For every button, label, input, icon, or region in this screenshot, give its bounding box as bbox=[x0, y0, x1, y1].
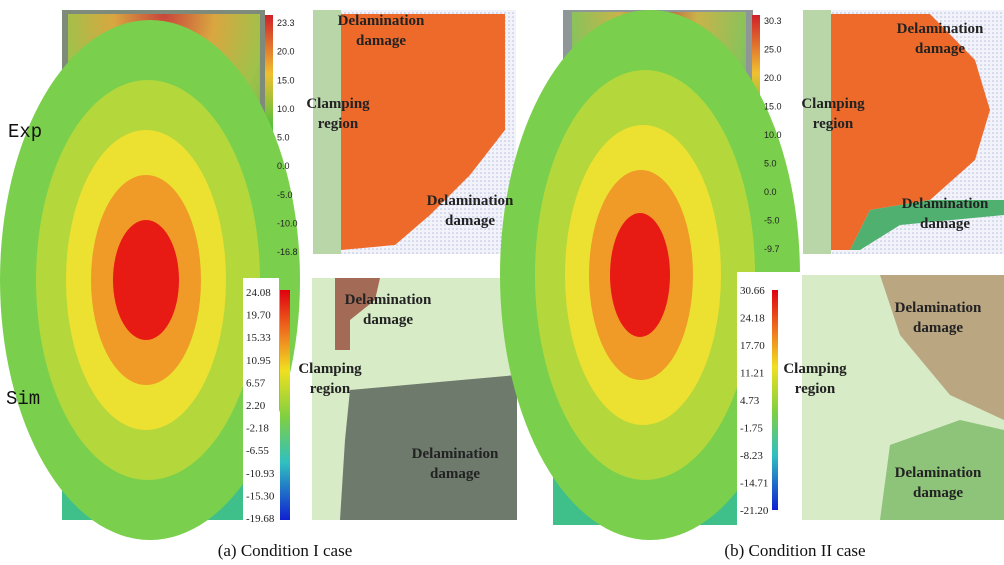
colorbar-tick: 15.0 bbox=[764, 102, 782, 112]
damage-area bbox=[880, 275, 1004, 420]
colorbar-tick: 10.95 bbox=[246, 355, 271, 367]
colorbar-tick: 20.0 bbox=[764, 73, 782, 83]
colorbar-tick: 19.70 bbox=[246, 310, 271, 322]
colorbar-tick: -1.75 bbox=[740, 423, 763, 435]
mask bbox=[737, 272, 801, 530]
annotation: Clamping bbox=[298, 361, 362, 377]
annotation: damage bbox=[363, 312, 413, 328]
annotation: Delamination bbox=[897, 21, 984, 37]
colorbar-tick: 5.0 bbox=[764, 159, 777, 169]
damage-area bbox=[335, 278, 380, 350]
damage-edge bbox=[850, 200, 1004, 250]
colorbar-tick: 25.0 bbox=[764, 45, 782, 55]
colorbar-tick: -6.55 bbox=[246, 445, 269, 457]
row-label: Exp bbox=[8, 121, 42, 143]
colorbar-tick: 6.57 bbox=[246, 377, 266, 389]
colorbar-tick: 2.20 bbox=[246, 400, 266, 412]
annotation: Clamping bbox=[306, 96, 370, 112]
annotation: Clamping bbox=[801, 96, 865, 112]
colorbar-tick: -15.30 bbox=[246, 490, 275, 502]
annotation: Delamination bbox=[427, 193, 514, 209]
annotation: Delamination bbox=[345, 292, 432, 308]
colorbar-tick: -14.71 bbox=[740, 478, 768, 490]
colorbar-tick: 0.0 bbox=[764, 187, 777, 197]
colorbar-tick: 10.0 bbox=[277, 104, 295, 114]
annotation: damage bbox=[920, 216, 970, 232]
annotation: damage bbox=[430, 466, 480, 482]
caption: (a) Condition I case bbox=[218, 541, 353, 560]
damage-area bbox=[341, 14, 505, 250]
colorbar-tick: 24.08 bbox=[246, 287, 271, 299]
colorbar-tick: -16.8 bbox=[277, 247, 298, 257]
colorbar-tick: -10.93 bbox=[246, 468, 275, 480]
colorbar-tick: -10.0 bbox=[277, 218, 298, 228]
annotation: region bbox=[795, 381, 836, 397]
mask bbox=[243, 278, 279, 528]
colorbar-tick: 10.0 bbox=[764, 130, 782, 140]
damage-area bbox=[831, 14, 990, 250]
caption: (b) Condition II case bbox=[724, 541, 865, 560]
colorbar-tick: -2.18 bbox=[246, 423, 269, 435]
colorbar-tick: 11.21 bbox=[740, 368, 764, 380]
row-label: Sim bbox=[6, 388, 40, 410]
clamping-strip bbox=[803, 10, 831, 254]
annotation: region bbox=[310, 381, 351, 397]
colorbar-tick: 4.73 bbox=[740, 395, 760, 407]
annotation: damage bbox=[915, 41, 965, 57]
annotation: damage bbox=[913, 320, 963, 336]
labels: Exp Sim (a) Condition I case 23.3 20.0 15.0 10… bbox=[6, 13, 989, 560]
annotation: Delamination bbox=[895, 300, 982, 316]
clamping-strip bbox=[313, 10, 341, 254]
annotation: region bbox=[318, 116, 359, 132]
colorbar-tick: 30.3 bbox=[764, 16, 782, 26]
colorbar-tick: 20.0 bbox=[277, 47, 295, 57]
annotation: region bbox=[813, 116, 854, 132]
contour bbox=[113, 220, 179, 340]
colorbar-tick: -21.20 bbox=[740, 505, 769, 517]
colorbar-tick: -5.0 bbox=[277, 190, 293, 200]
colorbar-tick: -9.7 bbox=[764, 244, 780, 254]
annotation: Clamping bbox=[783, 361, 847, 377]
colorbar-tick: 0.0 bbox=[277, 161, 290, 171]
annotation: damage bbox=[913, 485, 963, 501]
annotation: damage bbox=[445, 213, 495, 229]
contour bbox=[610, 213, 670, 337]
colorbar-tick: 5.0 bbox=[277, 133, 290, 143]
colorbar-tick: 15.0 bbox=[277, 75, 295, 85]
colorbar-tick: -8.23 bbox=[740, 450, 763, 462]
colorbar-tick: 30.66 bbox=[740, 285, 765, 297]
annotation: Delamination bbox=[902, 196, 989, 212]
colorbar-tick: 23.3 bbox=[277, 18, 295, 28]
colorbar-tick: 15.33 bbox=[246, 332, 271, 344]
damage-area bbox=[880, 420, 1004, 520]
colorbar-tick: -19.68 bbox=[246, 513, 275, 525]
colorbar-tick: 24.18 bbox=[740, 313, 765, 325]
colorbar-tick: 17.70 bbox=[740, 340, 765, 352]
annotation: Delamination bbox=[895, 465, 982, 481]
damage-area bbox=[340, 375, 517, 520]
colorbar bbox=[280, 290, 290, 520]
annotation: damage bbox=[356, 33, 406, 49]
annotation: Delamination bbox=[412, 446, 499, 462]
colorbar-tick: -5.0 bbox=[764, 216, 780, 226]
annotation: Delamination bbox=[338, 13, 425, 29]
colorbar bbox=[772, 290, 778, 510]
